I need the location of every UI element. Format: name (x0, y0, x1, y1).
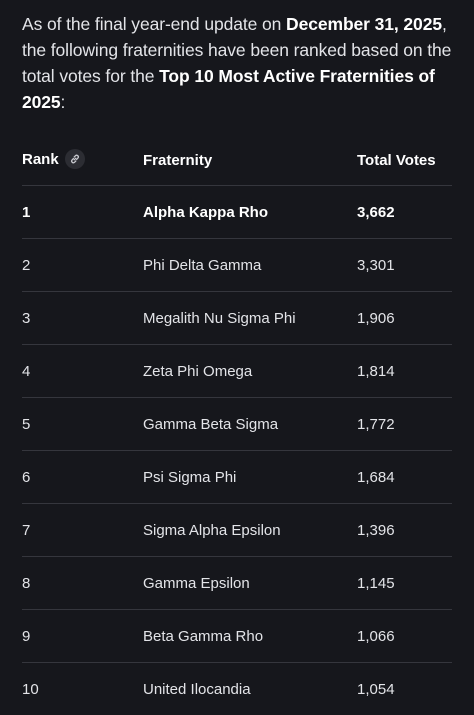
cell-votes: 1,396 (357, 504, 452, 557)
cell-rank: 2 (22, 239, 143, 292)
cell-votes: 1,684 (357, 451, 452, 504)
cell-fraternity: Megalith Nu Sigma Phi (143, 292, 357, 345)
cell-votes: 1,145 (357, 557, 452, 610)
cell-rank: 1 (22, 186, 143, 239)
cell-fraternity: Alpha Kappa Rho (143, 186, 357, 239)
header-rank: Rank (22, 135, 143, 186)
cell-votes: 1,054 (357, 663, 452, 715)
cell-votes: 1,814 (357, 345, 452, 398)
table-header-row: Rank Fraternity Total Votes (22, 135, 452, 186)
link-icon[interactable] (65, 149, 85, 169)
header-fraternity: Fraternity (143, 135, 357, 186)
cell-rank: 3 (22, 292, 143, 345)
intro-date: December 31, 2025 (286, 14, 442, 34)
cell-votes: 1,772 (357, 398, 452, 451)
header-votes: Total Votes (357, 135, 452, 186)
cell-rank: 9 (22, 610, 143, 663)
cell-fraternity: Beta Gamma Rho (143, 610, 357, 663)
cell-fraternity: Gamma Epsilon (143, 557, 357, 610)
cell-fraternity: Phi Delta Gamma (143, 239, 357, 292)
cell-rank: 5 (22, 398, 143, 451)
cell-fraternity: Psi Sigma Phi (143, 451, 357, 504)
cell-rank: 4 (22, 345, 143, 398)
cell-votes: 1,066 (357, 610, 452, 663)
cell-fraternity: Sigma Alpha Epsilon (143, 504, 357, 557)
cell-votes: 1,906 (357, 292, 452, 345)
header-rank-label: Rank (22, 151, 59, 168)
cell-fraternity: United Ilocandia (143, 663, 357, 715)
intro-text-3: : (61, 92, 66, 112)
cell-rank: 6 (22, 451, 143, 504)
cell-rank: 10 (22, 663, 143, 715)
cell-fraternity: Zeta Phi Omega (143, 345, 357, 398)
cell-votes: 3,662 (357, 186, 452, 239)
intro-text-1: As of the final year-end update on (22, 14, 286, 34)
cell-rank: 7 (22, 504, 143, 557)
cell-votes: 3,301 (357, 239, 452, 292)
cell-rank: 8 (22, 557, 143, 610)
intro-paragraph: As of the final year-end update on Decem… (22, 11, 462, 115)
cell-fraternity: Gamma Beta Sigma (143, 398, 357, 451)
